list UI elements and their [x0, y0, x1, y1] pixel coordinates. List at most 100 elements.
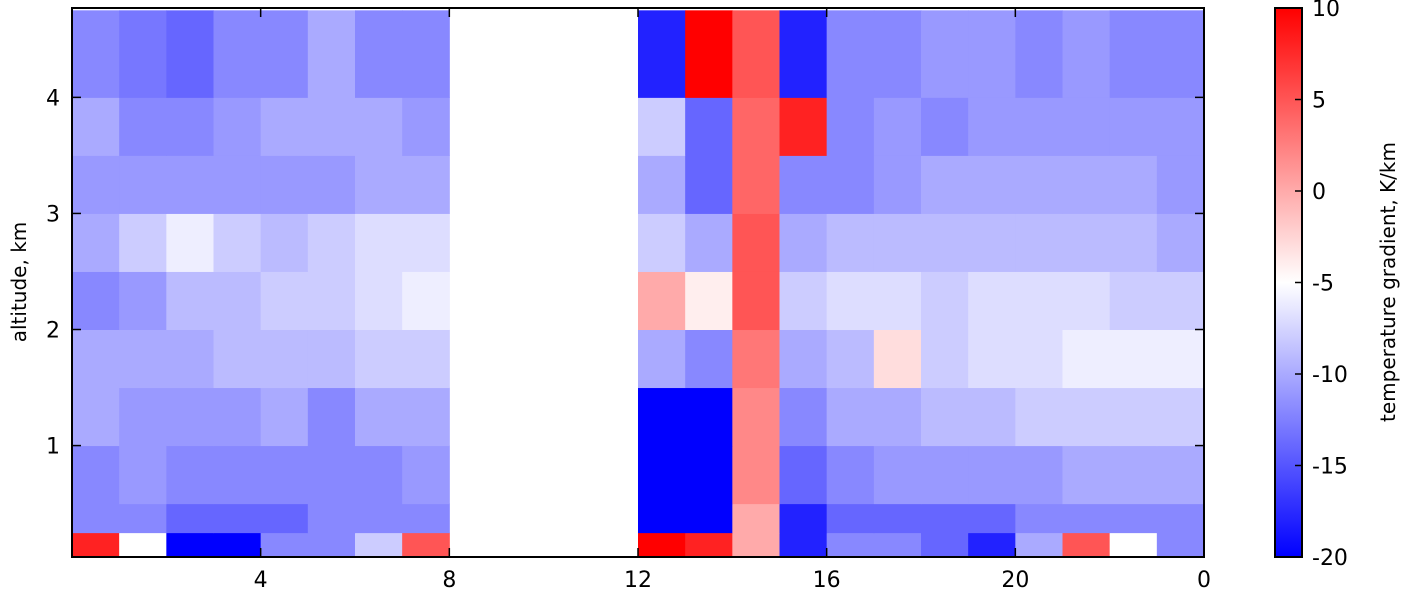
heatmap-cell: [213, 155, 262, 214]
heatmap-cell: [873, 213, 922, 272]
heatmap-cell: [119, 155, 167, 214]
heatmap-cell: [685, 10, 733, 98]
heatmap-cell: [1156, 387, 1205, 447]
heatmap-cell: [1156, 271, 1205, 331]
heatmap-cell: [921, 445, 969, 505]
heatmap-cell: [402, 213, 450, 272]
heatmap-cell: [1109, 10, 1158, 98]
heatmap-cell: [1062, 532, 1111, 557]
heatmap-cell: [732, 155, 780, 214]
heatmap-cell: [921, 503, 969, 534]
heatmap-cell: [779, 445, 828, 505]
heatmap-cell: [307, 445, 356, 505]
y-tick-label: 2: [46, 319, 60, 344]
colorbar-tick-label: -10: [1312, 363, 1348, 388]
heatmap-cell: [873, 155, 922, 214]
heatmap-cell: [1156, 532, 1205, 557]
heatmap-cell: [72, 387, 120, 447]
colorbar-label: temperature gradient, K/km: [1376, 142, 1400, 422]
heatmap-cell: [638, 271, 686, 331]
heatmap-cell: [968, 155, 1016, 214]
y-tick-label: 1: [46, 435, 60, 460]
heatmap-cell: [260, 532, 309, 557]
heatmap-cell: [638, 97, 686, 156]
heatmap-cell: [1156, 10, 1205, 98]
heatmap-cell: [685, 213, 733, 272]
heatmap-cell: [402, 271, 450, 331]
heatmap-cell: [213, 271, 262, 331]
heatmap-cell: [685, 271, 733, 331]
heatmap-cell: [213, 329, 262, 389]
heatmap-cell: [260, 213, 309, 272]
heatmap-cell: [873, 387, 922, 447]
heatmap-cell: [1062, 445, 1111, 505]
heatmap-cell: [685, 97, 733, 156]
heatmap-cell: [638, 213, 686, 272]
heatmap-cell: [260, 329, 309, 389]
heatmap-cell: [213, 445, 262, 505]
heatmap-cell: [307, 503, 356, 534]
heatmap-cell: [166, 97, 214, 156]
heatmap-cell: [260, 503, 309, 534]
heatmap-cell: [260, 271, 309, 331]
heatmap-cell: [779, 387, 828, 447]
heatmap-cell: [1062, 271, 1111, 331]
heatmap-cell: [1015, 155, 1063, 214]
heatmap-cell: [779, 532, 828, 557]
heatmap-cell: [968, 97, 1016, 156]
heatmap-cell: [1156, 329, 1205, 389]
colorbar-tick-label: -5: [1312, 272, 1334, 297]
x-tick-label: 16: [813, 568, 841, 593]
heatmap-cell: [355, 10, 403, 98]
heatmap-cell: [72, 271, 120, 331]
heatmap-cell: [119, 97, 167, 156]
heatmap-cell: [732, 532, 780, 557]
heatmap-cell: [166, 271, 214, 331]
heatmap-cell: [968, 271, 1016, 331]
heatmap-cell: [1015, 387, 1063, 447]
heatmap-cell: [166, 10, 214, 98]
heatmap-cell: [402, 329, 450, 389]
heatmap-cell: [402, 155, 450, 214]
colorbar-tick-label: -20: [1312, 546, 1348, 571]
heatmap-cell: [779, 213, 828, 272]
heatmap-cell: [968, 10, 1016, 98]
y-axis-label: altitude, km: [7, 222, 31, 343]
heatmap-cell: [119, 503, 167, 534]
heatmap-cell: [968, 329, 1016, 389]
heatmap-cell: [873, 271, 922, 331]
heatmap-cell: [685, 329, 733, 389]
heatmap-cell: [355, 532, 403, 557]
heatmap-cell: [732, 387, 780, 447]
heatmap-cell: [1015, 10, 1063, 98]
heatmap-cell: [1156, 213, 1205, 272]
heatmap-cell: [119, 329, 167, 389]
heatmap-cell: [119, 10, 167, 98]
heatmap-cell: [732, 10, 780, 98]
heatmap-cell: [355, 155, 403, 214]
heatmap-cell: [260, 10, 309, 98]
heatmap-cell: [119, 387, 167, 447]
heatmap-cell: [638, 10, 686, 98]
heatmap-cell: [1062, 10, 1111, 98]
colorbar-tick-label: 5: [1312, 89, 1326, 114]
heatmap-cell: [1109, 503, 1158, 534]
colorbar-tick-label: -15: [1312, 455, 1348, 480]
heatmap-cell: [921, 10, 969, 98]
heatmap-cell: [260, 387, 309, 447]
heatmap-cell: [826, 503, 875, 534]
heatmap-cell: [307, 155, 356, 214]
heatmap-cell: [826, 532, 875, 557]
heatmap-cell: [968, 387, 1016, 447]
heatmap-cell: [355, 445, 403, 505]
heatmap-cell: [1156, 503, 1205, 534]
heatmap-cell: [638, 445, 686, 505]
heatmap-cell: [968, 503, 1016, 534]
heatmap-cell: [72, 532, 120, 557]
heatmap-cell: [873, 503, 922, 534]
heatmap-cell: [732, 445, 780, 505]
heatmap-cell: [402, 97, 450, 156]
heatmap-cell: [1015, 97, 1063, 156]
heatmap-cell: [779, 155, 828, 214]
heatmap-cell: [685, 503, 733, 534]
